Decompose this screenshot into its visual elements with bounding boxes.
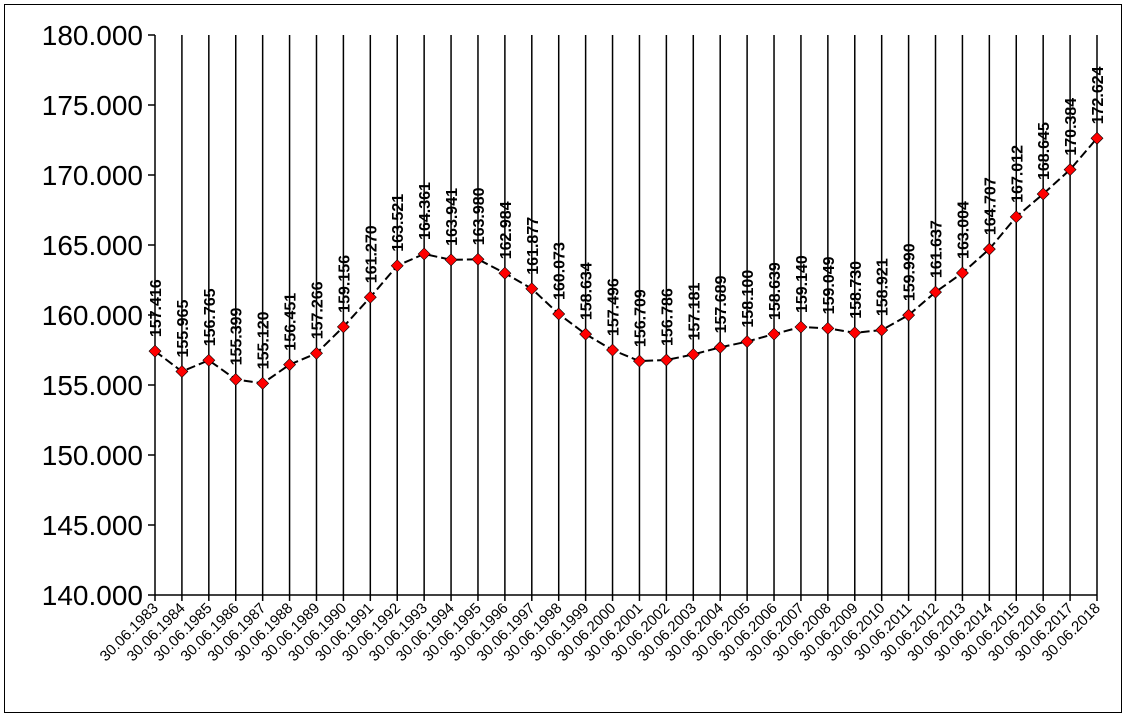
- data-label: 161.877: [525, 217, 542, 275]
- data-label: 158.730: [848, 261, 865, 319]
- data-label: 157.689: [713, 275, 730, 333]
- y-tick-label: 160.000: [42, 300, 143, 331]
- data-point: [229, 372, 243, 386]
- y-tick-label: 170.000: [42, 160, 143, 191]
- data-point: [1009, 210, 1023, 224]
- data-label: 163.521: [390, 194, 407, 252]
- chart-frame: 140.000 145.000 150.000 155.000 160.000 165.0…: [4, 4, 1122, 713]
- data-label: 155.965: [175, 300, 192, 358]
- data-point: [283, 358, 296, 372]
- data-point: [1090, 131, 1104, 145]
- data-label: 162.984: [498, 201, 515, 259]
- data-point: [1036, 187, 1050, 201]
- data-label: 161.270: [363, 225, 380, 283]
- y-tick-label: 140.000: [42, 580, 143, 611]
- y-tick-label: 155.000: [42, 370, 143, 401]
- data-label: 157.266: [309, 281, 326, 339]
- data-point: [982, 242, 996, 256]
- data-label: 155.120: [256, 311, 273, 369]
- data-label: 167.012: [1009, 145, 1026, 203]
- data-label: 157.416: [148, 279, 165, 337]
- series-line: [154, 137, 1098, 385]
- data-point: [444, 253, 458, 267]
- data-point: [148, 344, 162, 358]
- data-point: [686, 348, 700, 361]
- data-point: [390, 259, 404, 273]
- data-label: 163.941: [444, 188, 461, 246]
- data-label: 156.451: [283, 293, 300, 351]
- data-point: [202, 353, 216, 367]
- data-point: [633, 354, 646, 368]
- data-point: [579, 327, 593, 341]
- y-tick-label: 145.000: [42, 510, 143, 541]
- data-point: [310, 346, 323, 360]
- data-label: 158.921: [875, 258, 892, 316]
- data-label: 172.624: [1090, 66, 1107, 124]
- data-point: [498, 266, 512, 280]
- data-label: 163.980: [471, 187, 488, 245]
- data-point: [363, 290, 377, 304]
- data-label: 170.384: [1063, 98, 1080, 156]
- data-label: 164.361: [417, 182, 434, 240]
- data-point: [956, 266, 969, 280]
- data-label: 159.156: [336, 255, 353, 313]
- data-point: [794, 320, 808, 334]
- data-label: 156.786: [659, 288, 676, 346]
- data-label: 159.140: [794, 255, 811, 313]
- data-label: 158.634: [579, 262, 596, 320]
- data-label: 164.707: [982, 177, 999, 235]
- data-point: [552, 307, 566, 321]
- data-label: 161.637: [929, 220, 946, 278]
- data-point: [902, 308, 916, 322]
- data-point: [256, 376, 270, 390]
- data-point: [471, 252, 485, 266]
- data-point: [175, 365, 189, 378]
- data-label: 163.004: [955, 201, 972, 259]
- data-point: [659, 353, 673, 367]
- data-label: 158.100: [740, 270, 757, 328]
- y-tick-label: 175.000: [42, 90, 143, 121]
- data-point: [417, 247, 431, 261]
- line-chart: 140.000 145.000 150.000 155.000 160.000 165.0…: [42, 20, 1107, 665]
- data-point: [767, 327, 781, 341]
- data-label: 159.049: [821, 256, 838, 314]
- data-label: 159.990: [902, 243, 919, 301]
- data-label: 158.639: [767, 262, 784, 320]
- data-point: [848, 326, 862, 340]
- data-label: 155.399: [229, 307, 246, 365]
- data-point: [929, 285, 942, 299]
- data-label: 157.181: [686, 283, 703, 341]
- y-tick-label: 150.000: [42, 440, 143, 471]
- data-label: 157.496: [606, 278, 623, 336]
- data-point: [875, 323, 889, 337]
- data-point: [1063, 163, 1077, 177]
- data-label: 160.073: [552, 242, 569, 300]
- data-point: [740, 335, 754, 349]
- data-point: [525, 282, 539, 296]
- data-label: 156.709: [632, 289, 649, 347]
- data-point: [821, 321, 835, 335]
- y-tick-label: 165.000: [42, 230, 143, 261]
- y-tick-label: 180.000: [42, 20, 143, 51]
- data-point: [336, 320, 350, 334]
- data-point: [713, 340, 727, 354]
- data-label: 168.645: [1036, 122, 1053, 180]
- data-label: 156.765: [202, 288, 219, 346]
- data-point: [606, 343, 619, 357]
